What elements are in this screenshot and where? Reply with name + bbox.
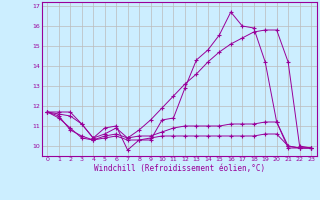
- X-axis label: Windchill (Refroidissement éolien,°C): Windchill (Refroidissement éolien,°C): [94, 164, 265, 173]
